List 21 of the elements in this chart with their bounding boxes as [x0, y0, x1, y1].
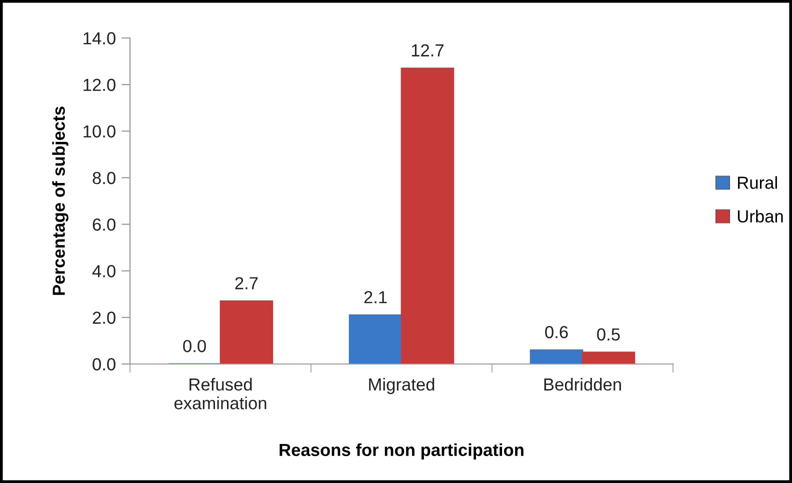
y-tick-label: 8.0: [92, 172, 116, 184]
data-label: 12.7: [412, 44, 444, 56]
y-tick-label: 2.0: [92, 312, 116, 324]
y-tick-label: 12.0: [84, 78, 116, 92]
y-axis-title: Percentage of subjects: [52, 106, 68, 295]
data-label: 0.5: [597, 328, 620, 341]
y-tick-label: 14.0: [84, 32, 116, 44]
y-tick-label: 6.0: [92, 218, 116, 231]
x-axis-title: Reasons for non participation: [280, 443, 524, 460]
data-label: 0.6: [545, 326, 568, 338]
x-tick-label: Refused examination: [174, 378, 266, 410]
legend-label: Rural: [738, 176, 777, 189]
y-tick-label: 4.0: [92, 265, 116, 278]
data-label: 2.7: [235, 277, 258, 290]
x-tick-label: Migrated: [369, 378, 434, 394]
y-tick-label: 10.0: [84, 125, 116, 138]
legend-label: Urban: [738, 210, 783, 223]
data-label: 0.0: [183, 340, 206, 352]
data-label: 2.1: [364, 291, 387, 304]
x-tick-label: Bedridden: [544, 378, 621, 391]
y-tick-label: 0.0: [92, 358, 116, 370]
